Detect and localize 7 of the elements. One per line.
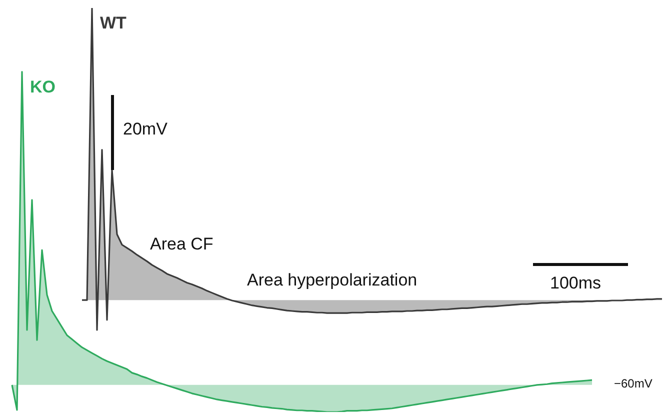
annotation: 100ms <box>550 274 602 293</box>
annotation: Area hyperpolarization <box>247 270 418 290</box>
annotation: 20mV <box>123 120 168 139</box>
annotation: −60mV <box>614 376 652 390</box>
annotation: Area CF <box>150 234 214 254</box>
series-label: KO <box>30 78 56 97</box>
series-label: WT <box>100 14 128 33</box>
